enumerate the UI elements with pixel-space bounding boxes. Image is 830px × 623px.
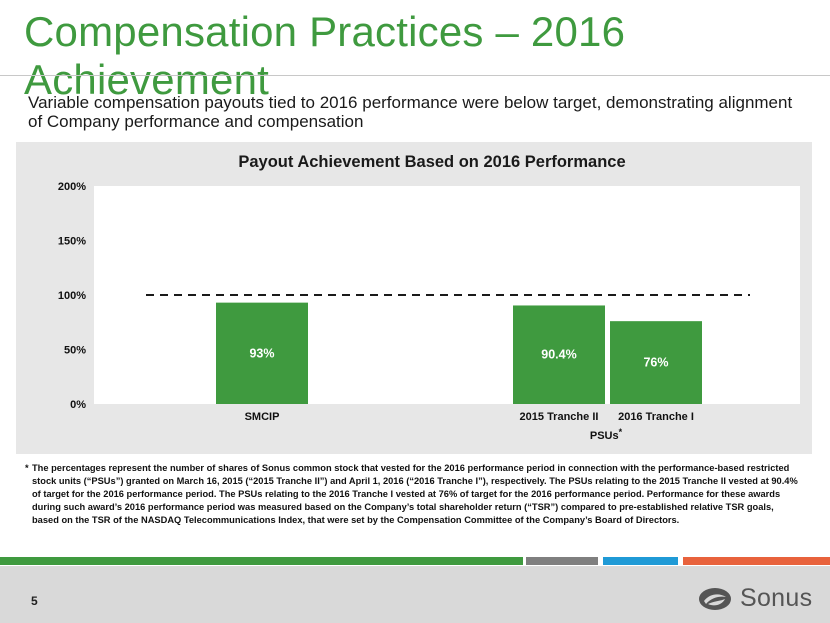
bar-series: 93% 90.4% 76% [216, 302, 702, 404]
footnote: * The percentages represent the number o… [25, 462, 802, 527]
color-strip-blue [603, 557, 678, 565]
y-tick-label: 200% [58, 181, 86, 193]
bar-data-label: 93% [249, 346, 274, 360]
color-strip-green [0, 557, 523, 565]
y-tick-label: 150% [58, 236, 86, 248]
footer-bar [0, 566, 830, 623]
group-label-psus: PSUs* [590, 427, 623, 442]
sonus-logo-text: Sonus [740, 584, 813, 612]
footnote-text: The percentages represent the number of … [32, 463, 798, 525]
chart-title: Payout Achievement Based on 2016 Perform… [238, 153, 625, 171]
group-label-footnote-marker: * [619, 427, 623, 437]
color-strip [0, 557, 830, 565]
bar [610, 321, 702, 404]
chart-panel: Payout Achievement Based on 2016 Perform… [16, 142, 812, 454]
x-tick-label: SMCIP [245, 411, 280, 423]
slide-subtitle: Variable compensation payouts tied to 20… [28, 93, 793, 131]
slide-title: Compensation Practices – 2016 Achievemen… [24, 8, 626, 103]
payout-bar-chart: Payout Achievement Based on 2016 Perform… [58, 153, 800, 442]
bar-data-label: 76% [643, 356, 668, 370]
bar [216, 302, 308, 404]
y-tick-label: 0% [70, 399, 86, 411]
footnote-marker: * [25, 463, 29, 473]
y-axis: 0% 50% 100% 150% 200% [58, 181, 86, 411]
sonus-swirl-icon [699, 588, 731, 610]
color-strip-gray [526, 557, 598, 565]
x-axis: SMCIP 2015 Tranche II 2016 Tranche I [245, 411, 694, 423]
page-number: 5 [31, 594, 38, 608]
bar [513, 305, 605, 404]
x-tick-label: 2016 Tranche I [618, 411, 694, 423]
x-tick-label: 2015 Tranche II [520, 411, 599, 423]
title-divider [0, 75, 830, 76]
color-strip-orange [683, 557, 830, 565]
bar-data-label: 90.4% [541, 348, 576, 362]
y-tick-label: 100% [58, 290, 86, 302]
y-tick-label: 50% [64, 345, 86, 357]
